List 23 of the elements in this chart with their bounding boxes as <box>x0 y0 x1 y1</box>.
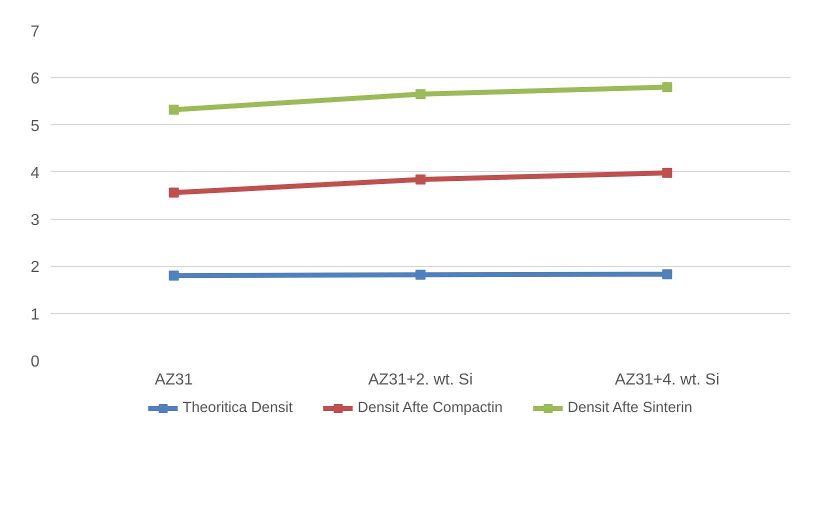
point <box>416 174 426 184</box>
y-tick-label: 6 <box>30 70 40 88</box>
y-tick-label: 7 <box>30 24 40 40</box>
legend-label: Densit Afte Compactin <box>358 400 503 416</box>
point <box>416 89 426 100</box>
y-tick-label: 0 <box>30 354 40 370</box>
y-tick-label: 2 <box>30 259 40 276</box>
x-tick-label: AZ31+2. wt. Si <box>368 372 473 388</box>
x-tick-label: AZ31+4. wt. Si <box>614 372 720 388</box>
legend-label: Densit Afte Sinterin <box>568 400 692 416</box>
y-tick-label: 4 <box>30 164 40 182</box>
point <box>662 82 672 92</box>
legend-label: Theoritica Densit <box>182 400 293 416</box>
y-tick-label: 3 <box>30 212 40 230</box>
x-tick-label: AZ31 <box>154 372 194 388</box>
y-tick-label: 1 <box>30 306 40 324</box>
y-tick-label: 5 <box>30 118 40 135</box>
point <box>168 188 179 198</box>
point <box>416 270 426 280</box>
point <box>168 104 179 115</box>
point <box>662 269 672 280</box>
point <box>662 168 672 178</box>
point <box>168 270 179 281</box>
